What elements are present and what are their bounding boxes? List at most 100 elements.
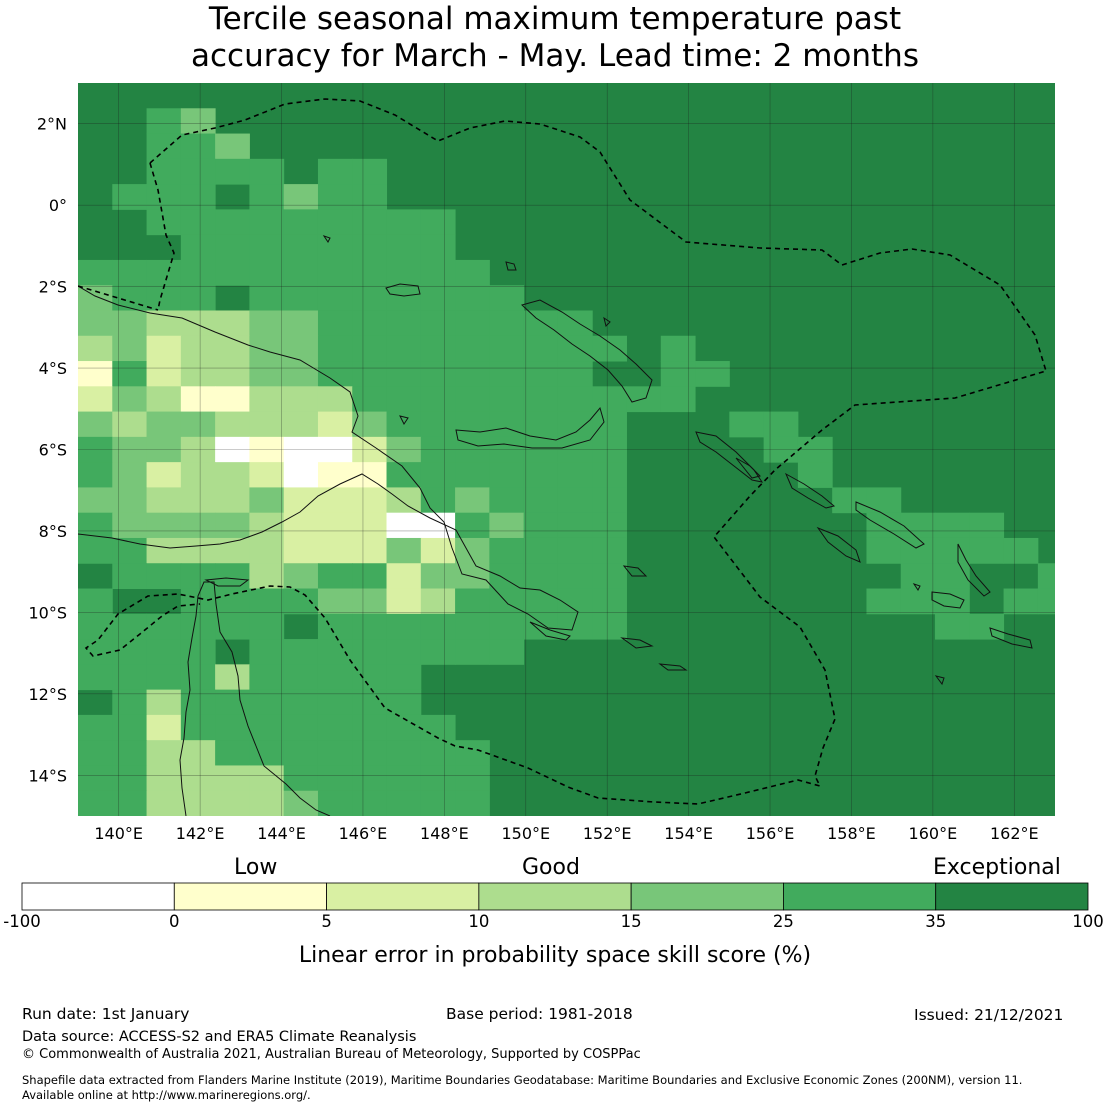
skill-cell: [729, 411, 765, 438]
skill-cell: [489, 537, 525, 564]
skill-cell: [78, 790, 113, 816]
skill-cell: [283, 512, 319, 539]
map-title-line-2: accuracy for March - May. Lead time: 2 m…: [191, 38, 919, 74]
skill-cell: [592, 537, 627, 564]
skill-cell: [386, 487, 422, 514]
skill-cell: [489, 588, 525, 615]
skill-cell: [352, 563, 388, 590]
skill-cell: [283, 361, 319, 387]
skill-cell: [317, 335, 353, 362]
skill-cell: [352, 790, 388, 816]
longitude-tick-label: 160°E: [909, 824, 958, 843]
skill-cell: [249, 664, 285, 691]
skill-cell: [249, 639, 285, 665]
skill-cell: [215, 537, 250, 564]
skill-cell: [455, 765, 490, 792]
map-title-line-1: Tercile seasonal maximum temperature pas…: [208, 1, 902, 37]
skill-cell: [249, 184, 285, 210]
coastline-solomons: [784, 472, 836, 509]
skill-cell: [935, 588, 970, 615]
coastline-solomons: [816, 526, 861, 563]
skill-cell: [317, 740, 353, 766]
skill-cell: [146, 436, 182, 463]
skill-cell: [180, 639, 216, 665]
skill-cell: [935, 563, 970, 590]
skill-cell: [283, 462, 319, 488]
skill-cell: [660, 386, 696, 413]
colorbar-segment: [783, 882, 937, 911]
skill-cell: [317, 411, 353, 438]
longitude-tick-labels: 140°E 142°E 144°E 146°E 148°E 150°E 152°E 154°E…: [94, 824, 1038, 843]
skill-cell: [455, 386, 490, 413]
skill-cell: [386, 386, 422, 413]
skill-cell: [557, 335, 593, 362]
skill-cell: [112, 386, 148, 413]
skill-cell: [420, 740, 456, 766]
latitude-tick-labels: 2°N 0° 2°S 4°S 6°S 8°S 10°S 12°S 14°S: [28, 115, 67, 786]
skill-cell: [180, 765, 216, 792]
longitude-tick-label: 152°E: [583, 824, 632, 843]
skill-cell: [215, 613, 250, 640]
latitude-tick-label: 8°S: [39, 522, 67, 541]
skill-cell: [215, 689, 250, 716]
skill-cell: [78, 361, 113, 387]
latitude-tick-label: 2°N: [37, 115, 67, 134]
coastline-louisiade: [622, 565, 648, 577]
coastline-manus: [385, 283, 421, 297]
skill-cell: [78, 487, 113, 514]
skill-cell: [386, 664, 422, 691]
skill-cell: [283, 335, 319, 362]
skill-cell: [249, 386, 285, 413]
skill-cell: [969, 613, 1005, 640]
skill-cell: [386, 285, 422, 311]
skill-cell: [146, 613, 182, 640]
skill-cell: [146, 765, 182, 792]
skill-cell: [352, 259, 388, 286]
skill-cell: [866, 512, 902, 539]
skill-cell: [317, 234, 353, 261]
skill-cell: [352, 512, 388, 539]
skill-cell: [180, 285, 216, 311]
skill-cell: [489, 462, 525, 488]
skill-cell: [386, 361, 422, 387]
longitude-tick-label: 148°E: [420, 824, 469, 843]
skill-cell: [317, 588, 353, 615]
skill-cell: [455, 512, 490, 539]
skill-cell: [78, 639, 113, 665]
skill-cell: [557, 462, 593, 488]
skill-cell: [523, 462, 559, 488]
skill-cell: [249, 588, 285, 615]
skill-cell: [317, 436, 353, 463]
skill-cell: [523, 436, 559, 463]
skill-cell: [112, 335, 148, 362]
colorbar-segment: [326, 882, 480, 911]
skill-cell: [420, 361, 456, 387]
skill-cell: [900, 563, 936, 590]
eez-boundaries: [78, 98, 1048, 805]
skill-cell: [1037, 588, 1055, 615]
skill-cell: [317, 537, 353, 564]
skill-cell: [386, 740, 422, 766]
skill-cell: [180, 234, 216, 261]
skill-cell: [969, 512, 1005, 539]
skill-cell: [283, 234, 319, 261]
skill-cell: [180, 361, 216, 387]
skill-cell: [592, 411, 627, 438]
skill-cell: [455, 639, 490, 665]
skill-cell: [112, 259, 148, 286]
skill-cell: [420, 714, 456, 741]
colorbar-segment: [935, 882, 1089, 911]
skill-cell: [557, 512, 593, 539]
skill-cell: [283, 740, 319, 766]
skill-cell: [180, 436, 216, 463]
skill-cell: [386, 689, 422, 716]
colorbar-segment: [630, 882, 784, 911]
skill-cell: [352, 158, 388, 185]
skill-cell: [215, 234, 250, 261]
skill-cell: [523, 563, 559, 590]
skill-cell: [420, 411, 456, 438]
skill-score-grid: [78, 108, 1055, 816]
colorbar-segment: [173, 882, 327, 911]
skill-cell: [455, 310, 490, 337]
colorbar-tick-label: 100: [1072, 912, 1104, 931]
